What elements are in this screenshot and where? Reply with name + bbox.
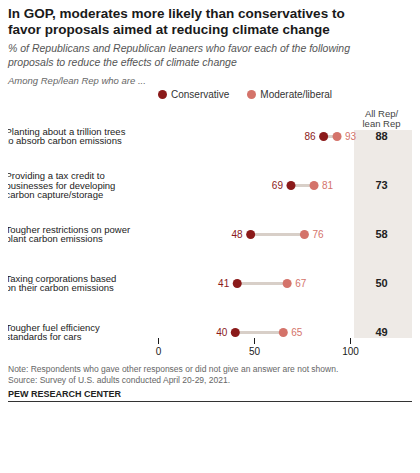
svg-text:Tougher restrictions on powerp: Tougher restrictions on powerplant carbo… — [8, 223, 130, 243]
svg-text:65: 65 — [291, 326, 303, 337]
html-text:Conservative: Conservative — [171, 88, 230, 100]
svg-text:67: 67 — [295, 277, 307, 288]
svg-text:88: 88 — [375, 130, 387, 142]
svg-text:40: 40 — [216, 326, 228, 337]
svg-text:49: 49 — [375, 326, 387, 338]
svg-text:Tougher fuel efficiencystandar: Tougher fuel efficiencystandards for car… — [8, 321, 100, 342]
html-text:Note: Respondents who gave oth: Note: Respondents who gave other respons… — [8, 363, 339, 385]
svg-text:All Rep/lean Rep: All Rep/lean Rep — [362, 108, 400, 129]
svg-text:Taxing corporations basedon th: Taxing corporations basedon their carbon… — [8, 272, 116, 293]
html-text:In GOP, moderates more likely: In GOP, moderates more likely than conse… — [8, 6, 345, 38]
svg-text:0: 0 — [156, 345, 162, 356]
svg-text:Planting about a trillion tree: Planting about a trillion treesto absorb… — [8, 125, 126, 146]
svg-text:41: 41 — [218, 277, 230, 288]
svg-text:58: 58 — [375, 228, 387, 240]
svg-text:100: 100 — [342, 345, 359, 356]
svg-text:93: 93 — [345, 130, 357, 141]
svg-text:76: 76 — [312, 228, 324, 239]
svg-text:69: 69 — [272, 179, 284, 190]
html-text:PEW RESEARCH CENTER: PEW RESEARCH CENTER — [8, 388, 121, 399]
svg-text:50: 50 — [249, 345, 261, 356]
html-text:% of Republicans and Republica: % of Republicans and Republican leaners … — [8, 42, 350, 68]
svg-text:Providing a tax credit tobusin: Providing a tax credit tobusinesses for … — [8, 170, 115, 200]
html-text:Among Rep/lean Rep who are ...: Among Rep/lean Rep who are ... — [8, 74, 146, 86]
svg-text:48: 48 — [232, 228, 244, 239]
svg-text:50: 50 — [375, 277, 387, 289]
svg-text:86: 86 — [304, 130, 316, 141]
svg-text:73: 73 — [375, 179, 387, 191]
html-text:Moderate/liberal: Moderate/liberal — [260, 88, 333, 100]
svg-text:81: 81 — [322, 179, 334, 190]
